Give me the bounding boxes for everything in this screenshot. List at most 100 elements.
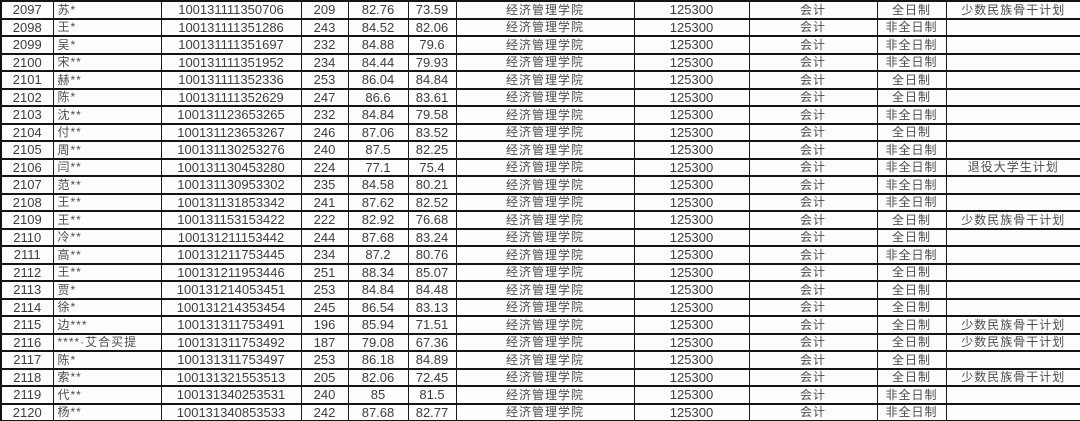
table-row: 2102 陈* 100131111352629 247 86.6 83.61 经… (0, 87, 1080, 107)
cell-initial-score: 240 (300, 140, 349, 160)
cell-study-mode: 全日制 (876, 367, 947, 387)
cell-study-mode: 全日制 (876, 70, 947, 90)
cell-score-b: 71.51 (407, 315, 457, 335)
cell-major: 会计 (748, 175, 878, 195)
table-row: 2114 徐* 100131214353454 245 86.54 83.13 … (0, 297, 1080, 317)
cell-score-a: 86.54 (347, 297, 409, 317)
table-row: 2111 高** 100131211753445 234 87.2 80.76 … (0, 245, 1080, 265)
cell-college: 经济管理学院 (455, 350, 635, 370)
cell-candidate-id: 100131130453280 (160, 157, 302, 177)
cell-candidate-id: 100131111352629 (160, 87, 302, 107)
table-row: 2099 吴* 100131111351697 232 84.88 79.6 经… (0, 35, 1080, 55)
cell-score-a: 84.44 (347, 52, 409, 72)
table-row: 2110 冷** 100131211153442 244 87.68 83.24… (0, 227, 1080, 247)
cell-college: 经济管理学院 (455, 52, 635, 72)
cell-candidate-id: 100131211153442 (160, 227, 302, 247)
cell-college: 经济管理学院 (455, 35, 635, 55)
cell-remark (945, 35, 1080, 55)
cell-remark (945, 175, 1080, 195)
cell-initial-score: 253 (300, 350, 349, 370)
cell-row-no: 2097 (0, 0, 54, 20)
cell-score-b: 72.45 (407, 367, 457, 387)
table-row: 2098 王* 100131111351286 243 84.52 82.06 … (0, 17, 1080, 37)
cell-remark (945, 262, 1080, 282)
cell-row-no: 2103 (0, 105, 54, 125)
cell-name: 宋** (52, 52, 162, 72)
cell-initial-score: 243 (300, 17, 349, 37)
cell-score-b: 79.93 (407, 52, 457, 72)
cell-college: 经济管理学院 (455, 17, 635, 37)
cell-remark: 少数民族骨干计划 (945, 0, 1080, 20)
cell-score-b: 82.06 (407, 17, 457, 37)
cell-major: 会计 (748, 192, 878, 212)
cell-row-no: 2101 (0, 70, 54, 90)
cell-name: 王* (52, 17, 162, 37)
cell-major-code: 125300 (633, 332, 750, 352)
cell-candidate-id: 100131131853342 (160, 192, 302, 212)
cell-major-code: 125300 (633, 315, 750, 335)
cell-initial-score: 234 (300, 245, 349, 265)
cell-candidate-id: 100131340253531 (160, 385, 302, 405)
cell-initial-score: 235 (300, 175, 349, 195)
cell-name: 杨** (52, 402, 162, 421)
cell-major-code: 125300 (633, 17, 750, 37)
cell-score-b: 83.52 (407, 122, 457, 142)
cell-remark (945, 385, 1080, 405)
cell-college: 经济管理学院 (455, 87, 635, 107)
cell-row-no: 2117 (0, 350, 54, 370)
cell-study-mode: 全日制 (876, 0, 947, 20)
table-row: 2104 付** 100131123653267 246 87.06 83.52… (0, 122, 1080, 142)
cell-college: 经济管理学院 (455, 105, 635, 125)
cell-major-code: 125300 (633, 385, 750, 405)
cell-name: 王** (52, 262, 162, 282)
cell-initial-score: 247 (300, 87, 349, 107)
cell-remark: 退役大学生计划 (945, 157, 1080, 177)
cell-score-b: 83.24 (407, 227, 457, 247)
cell-score-a: 85.94 (347, 315, 409, 335)
cell-remark (945, 350, 1080, 370)
table-row: 2112 王** 100131211953446 251 88.34 85.07… (0, 262, 1080, 282)
cell-major-code: 125300 (633, 105, 750, 125)
cell-row-no: 2116 (0, 332, 54, 352)
cell-study-mode: 全日制 (876, 87, 947, 107)
cell-initial-score: 245 (300, 297, 349, 317)
cell-major-code: 125300 (633, 297, 750, 317)
cell-score-b: 79.6 (407, 35, 457, 55)
cell-study-mode: 全日制 (876, 210, 947, 230)
cell-row-no: 2119 (0, 385, 54, 405)
cell-row-no: 2110 (0, 227, 54, 247)
cell-row-no: 2114 (0, 297, 54, 317)
cell-initial-score: 240 (300, 385, 349, 405)
cell-row-no: 2102 (0, 87, 54, 107)
cell-initial-score: 241 (300, 192, 349, 212)
cell-remark (945, 227, 1080, 247)
cell-major-code: 125300 (633, 70, 750, 90)
cell-candidate-id: 100131130953302 (160, 175, 302, 195)
cell-name: 闫** (52, 157, 162, 177)
cell-score-b: 83.13 (407, 297, 457, 317)
cell-college: 经济管理学院 (455, 297, 635, 317)
cell-remark (945, 105, 1080, 125)
cell-major: 会计 (748, 367, 878, 387)
cell-name: 高** (52, 245, 162, 265)
cell-score-a: 84.58 (347, 175, 409, 195)
table-row: 2115 边*** 100131311753491 196 85.94 71.5… (0, 315, 1080, 335)
cell-name: 徐* (52, 297, 162, 317)
cell-score-a: 87.06 (347, 122, 409, 142)
cell-candidate-id: 100131123653265 (160, 105, 302, 125)
cell-row-no: 2115 (0, 315, 54, 335)
cell-study-mode: 非全日制 (876, 175, 947, 195)
cell-major: 会计 (748, 0, 878, 20)
cell-candidate-id: 100131111351286 (160, 17, 302, 37)
cell-row-no: 2113 (0, 280, 54, 300)
cell-candidate-id: 100131321553513 (160, 367, 302, 387)
cell-score-b: 82.77 (407, 402, 457, 421)
cell-row-no: 2104 (0, 122, 54, 142)
table-row: 2103 沈** 100131123653265 232 84.84 79.58… (0, 105, 1080, 125)
cell-remark (945, 245, 1080, 265)
cell-remark: 少数民族骨干计划 (945, 210, 1080, 230)
cell-score-a: 87.5 (347, 140, 409, 160)
cell-initial-score: 187 (300, 332, 349, 352)
